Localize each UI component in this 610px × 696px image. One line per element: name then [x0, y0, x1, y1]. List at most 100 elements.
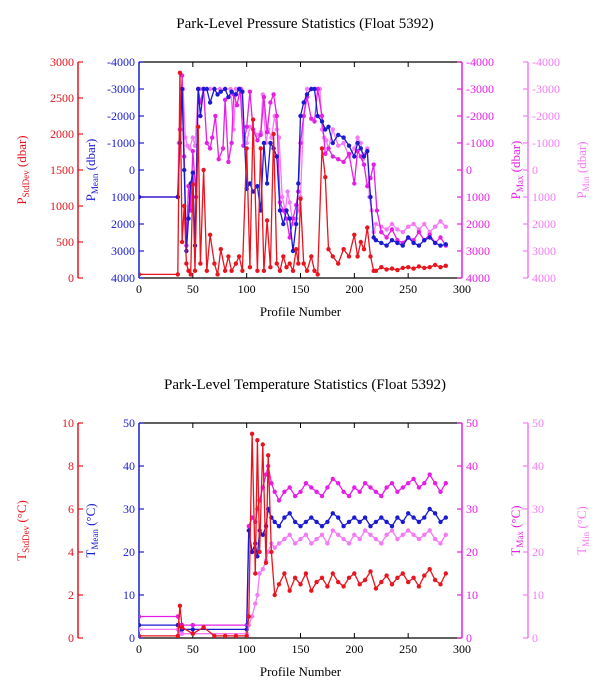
- data-point-max: [319, 493, 325, 499]
- data-point-stddev: [330, 254, 335, 259]
- data-point-min: [411, 221, 416, 227]
- data-point-stddev: [358, 239, 363, 245]
- data-point-stddev: [266, 453, 271, 458]
- data-point-mean: [384, 243, 389, 248]
- data-point-mean: [198, 113, 203, 119]
- data-point-max: [264, 130, 270, 135]
- data-point-max: [268, 100, 273, 105]
- y-axis-title-subscript: Max: [515, 175, 525, 192]
- y-tick-label-stddev: 2: [68, 588, 74, 602]
- x-tick-label: 250: [399, 642, 417, 656]
- data-point-max: [374, 208, 380, 213]
- data-point-mean: [186, 216, 191, 221]
- data-point-stddev: [368, 254, 373, 259]
- data-point-stddev: [264, 218, 270, 223]
- data-point-stddev: [284, 265, 289, 270]
- y-tick-label-min: 30: [532, 502, 544, 516]
- series-line-stddev: [139, 433, 447, 637]
- data-point-stddev: [201, 625, 206, 630]
- data-point-max: [298, 489, 303, 494]
- data-point-stddev: [175, 633, 180, 638]
- data-point-stddev: [346, 254, 352, 259]
- y-tick-label-mean: 4000: [111, 271, 135, 285]
- data-point-stddev: [361, 247, 367, 252]
- data-point-mean: [260, 532, 265, 537]
- data-point-mean: [196, 86, 201, 92]
- data-point-max: [395, 489, 400, 494]
- chart-title: Park-Level Pressure Statistics (Float 53…: [176, 16, 433, 32]
- data-point-mean: [416, 519, 422, 525]
- data-point-stddev: [190, 182, 195, 187]
- y-axis-stddev: 0 2 4 6 8 10 TStdDev (°C): [14, 416, 83, 645]
- data-point-min: [422, 221, 427, 227]
- y-tick-label-max: 3000: [466, 244, 490, 258]
- data-point-mean: [395, 240, 400, 246]
- data-point-max: [361, 162, 367, 167]
- y-axis-title-unit: (dbar): [14, 135, 29, 170]
- data-point-max: [362, 481, 368, 486]
- series-line-max: [139, 465, 447, 626]
- data-point-max: [330, 476, 335, 482]
- data-point-mean: [368, 524, 373, 529]
- data-point-stddev: [427, 265, 432, 270]
- data-point-stddev: [222, 268, 228, 273]
- data-point-mean: [416, 243, 422, 248]
- y-axis-title-subscript: StdDev: [21, 170, 31, 198]
- y-tick-label-mean: -3000: [107, 82, 135, 96]
- data-point-max: [389, 481, 395, 486]
- data-point-stddev: [240, 268, 245, 273]
- data-point-min: [336, 532, 341, 537]
- data-point-max: [438, 489, 443, 494]
- data-point-stddev: [443, 571, 448, 576]
- data-point-min: [179, 631, 185, 636]
- data-point-stddev: [212, 261, 217, 266]
- data-point-stddev: [292, 575, 298, 580]
- data-point-stddev: [269, 549, 274, 555]
- y-axis-title-unit: (°C): [83, 503, 98, 529]
- data-point-mean: [438, 243, 443, 248]
- data-point-max: [384, 485, 389, 490]
- data-point-mean: [218, 89, 223, 94]
- data-point-stddev: [290, 268, 296, 273]
- x-tick-label: 100: [238, 282, 256, 296]
- data-point-stddev: [319, 146, 325, 151]
- data-point-mean: [182, 167, 187, 173]
- data-point-stddev: [250, 117, 256, 122]
- data-point-mean: [139, 194, 142, 200]
- data-point-max: [416, 485, 422, 490]
- data-point-mean: [255, 554, 260, 559]
- data-point-mean: [277, 208, 283, 213]
- data-point-min: [292, 541, 298, 546]
- y-tick-label-stddev: 500: [56, 235, 74, 249]
- data-point-stddev: [406, 265, 411, 270]
- data-point-max: [210, 135, 215, 140]
- data-point-stddev: [406, 579, 411, 585]
- y-tick-label-min: -1000: [532, 136, 560, 150]
- data-point-stddev: [268, 265, 273, 270]
- y-axis-title-min: PMin (dbar): [574, 141, 591, 198]
- y-axis-mean: 0 10 20 30 40 50 TMean (°C): [83, 416, 144, 645]
- y-axis-title-max: TMax (°C): [508, 505, 525, 555]
- data-point-mean: [309, 515, 314, 520]
- y-tick-label-stddev: 4: [68, 545, 74, 559]
- data-point-max: [226, 159, 231, 165]
- data-point-mean: [389, 524, 395, 529]
- y-tick-label-min: -2000: [532, 109, 560, 123]
- data-point-max: [216, 157, 221, 162]
- y-tick-label-max: -3000: [466, 82, 494, 96]
- data-point-min: [355, 135, 360, 140]
- data-point-stddev: [352, 571, 357, 576]
- y-axis-title-main: T: [508, 548, 523, 556]
- y-tick-label-stddev: 10: [62, 416, 74, 430]
- data-point-max: [263, 472, 269, 477]
- data-point-stddev: [309, 254, 314, 259]
- data-point-mean: [406, 511, 411, 516]
- x-tick-label: 0: [136, 642, 142, 656]
- data-point-min: [379, 541, 384, 546]
- y-axis-title-main: P: [14, 197, 29, 204]
- data-point-stddev: [384, 267, 389, 272]
- data-point-mean: [355, 140, 360, 146]
- data-point-max: [325, 485, 330, 490]
- y-tick-label-min: 40: [532, 459, 544, 473]
